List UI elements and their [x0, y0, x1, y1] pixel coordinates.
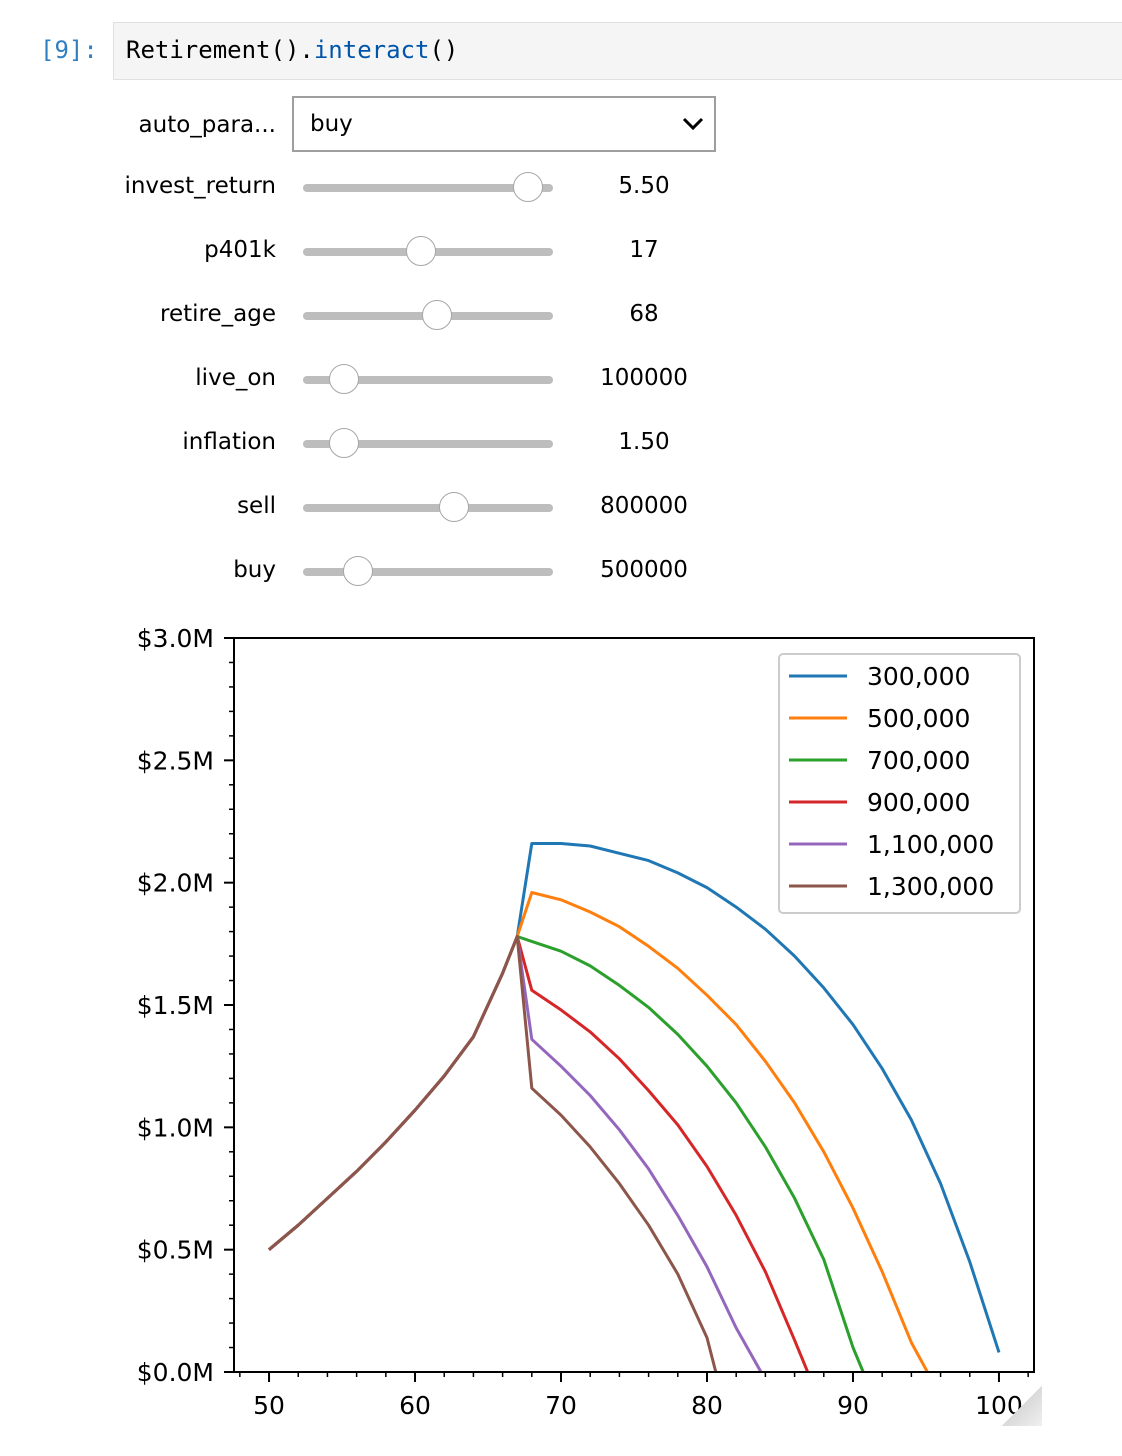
code-punctuation: (). — [270, 36, 314, 64]
slider-handle[interactable] — [343, 556, 373, 586]
code-input-cell[interactable]: Retirement().interact() — [113, 22, 1122, 80]
legend-label: 500,000 — [867, 704, 970, 733]
legend-label: 1,100,000 — [867, 830, 994, 859]
slider-handle[interactable] — [513, 172, 543, 202]
slider-track[interactable] — [303, 440, 553, 448]
slider-handle[interactable] — [439, 492, 470, 522]
slider-value-buy: 500000 — [600, 557, 688, 583]
slider-handle[interactable] — [405, 236, 436, 266]
code-class-name: Retirement — [126, 36, 271, 64]
slider-value-p401k: 17 — [629, 237, 659, 263]
slider-live-on[interactable] — [303, 360, 553, 400]
slider-handle[interactable] — [421, 300, 452, 330]
slider-handle[interactable] — [329, 364, 360, 394]
auto-param-label: auto_para... — [138, 112, 276, 138]
x-tick-label: 70 — [545, 1391, 577, 1420]
x-tick-label: 50 — [253, 1391, 285, 1420]
slider-label-p401k: p401k — [204, 237, 276, 263]
slider-label-live-on: live_on — [195, 365, 276, 391]
slider-value-live-on: 100000 — [600, 365, 688, 391]
slider-invest-return[interactable] — [303, 168, 553, 208]
cell-prompt: [9]: — [40, 36, 98, 64]
slider-label-retire-age: retire_age — [160, 301, 276, 327]
legend-label: 700,000 — [867, 746, 970, 775]
slider-value-retire-age: 68 — [629, 301, 659, 327]
retirement-chart: $0.0M $0.5M $1.0M $1.5M $2.0M $2.5M $3.0M 50 60 7… — [137, 624, 1035, 1420]
y-tick-label: $0.0M — [137, 1358, 214, 1387]
slider-inflation[interactable] — [303, 424, 553, 464]
auto-param-value: buy — [310, 111, 353, 137]
slider-track[interactable] — [303, 376, 553, 384]
slider-sell[interactable] — [303, 488, 553, 528]
chevron-down-icon — [682, 117, 704, 131]
legend-label: 1,300,000 — [867, 872, 994, 901]
y-tick-label: $2.0M — [137, 869, 214, 898]
series-line-1 — [268, 842, 1001, 1353]
y-tick-label: $3.0M — [137, 624, 214, 653]
code-call-parens: () — [429, 36, 459, 64]
slider-handle[interactable] — [329, 428, 360, 458]
slider-label-invest-return: invest_return — [124, 173, 276, 199]
auto-param-dropdown[interactable]: buy — [292, 96, 716, 152]
slider-track[interactable] — [303, 184, 553, 192]
series-line-6 — [268, 935, 718, 1373]
series-line-3 — [268, 935, 865, 1373]
slider-p401k[interactable] — [303, 232, 553, 272]
slider-label-sell: sell — [237, 493, 276, 519]
x-tick-label: 90 — [837, 1391, 869, 1420]
slider-value-inflation: 1.50 — [618, 429, 670, 455]
slider-track[interactable] — [303, 568, 553, 576]
series-line-5 — [268, 935, 763, 1373]
slider-track[interactable] — [303, 504, 553, 512]
y-tick-label: $2.5M — [137, 746, 214, 775]
y-tick-label: $0.5M — [137, 1236, 214, 1265]
slider-value-invest-return: 5.50 — [618, 173, 670, 199]
y-tick-label: $1.5M — [137, 991, 214, 1020]
legend-label: 900,000 — [867, 788, 970, 817]
legend-label: 300,000 — [867, 662, 970, 691]
slider-label-buy: buy — [233, 557, 276, 583]
code-line: Retirement().interact() — [126, 36, 458, 64]
slider-label-inflation: inflation — [182, 429, 276, 455]
y-tick-label: $1.0M — [137, 1113, 214, 1142]
slider-retire-age[interactable] — [303, 296, 553, 336]
x-tick-label: 60 — [399, 1391, 431, 1420]
slider-buy[interactable] — [303, 552, 553, 592]
resize-handle[interactable] — [1002, 1386, 1042, 1426]
slider-value-sell: 800000 — [600, 493, 688, 519]
code-method-name: interact — [313, 36, 430, 64]
x-tick-label: 80 — [691, 1391, 723, 1420]
series-line-2 — [268, 891, 929, 1373]
